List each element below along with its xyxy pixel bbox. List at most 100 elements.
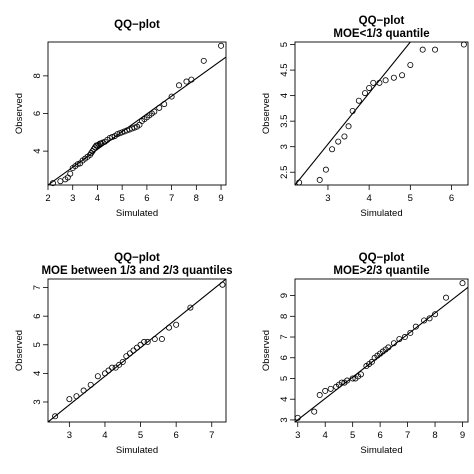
chart-3-data-point [126,350,133,357]
chart-1-y-tick-label: 4 [32,148,43,153]
chart-2-y-axis-label: Observed [261,93,272,134]
chart-2-data-point [399,72,406,79]
chart-4-y-tick-label: 6 [279,355,290,360]
chart-4-data-point [294,414,301,421]
chart-4-y-tick-label: 3 [279,417,290,422]
chart-3-y-tick-label: 6 [32,314,43,319]
chart-2-data-point [366,84,373,91]
chart-2-data-point [335,138,342,145]
chart-3-data-point [137,341,144,348]
chart-4-x-tick-label: 4 [323,430,328,441]
chart-2-x-axis-label: Simulated [360,208,402,219]
chart-3-data-point [144,338,151,345]
chart-2-data-point [355,97,362,104]
chart-1-data-point [151,108,158,115]
chart-3-y-tick-label: 7 [32,285,43,290]
chart-4-data-point [401,334,408,341]
chart-1-data-point [218,42,225,49]
chart-2-data-point [419,46,426,53]
chart-2-data-point [341,133,348,140]
chart-1-data-point [57,178,64,185]
chart-4-data-point [390,340,397,347]
chart-3-data-point [123,353,130,360]
chart-2-data-point [349,107,356,114]
chart-3-y-axis-label: Observed [14,330,25,371]
chart-1-data-point [200,57,207,64]
chart-4-plot-frame [294,278,469,423]
chart-2-y-tick-label: 5 [279,42,290,47]
chart-3-x-axis-label: Simulated [116,445,158,456]
chart-4-x-tick-label: 6 [377,430,382,441]
chart-1-data-point [67,170,74,177]
chart-4-x-tick-label: 3 [295,430,300,441]
chart-1-y-tick-label: 8 [32,73,43,78]
chart-2-y-tick-label: 3.5 [279,115,290,128]
chart-3-data-point [105,367,112,374]
chart-4-data-point [421,317,428,324]
chart-3-data-point [119,358,126,365]
chart-1-x-tick-label: 3 [70,193,75,204]
chart-2-data-point [329,146,336,153]
chart-4-data-point [396,336,403,343]
chart-2-y-tick-label: 3 [279,144,290,149]
chart-3-data-point [80,387,87,394]
chart-4-data-point [385,344,392,351]
chart-1: QQ−plot 2 3 4 5 6 7 8 9 4 6 8 Simulated Observed [14,19,227,219]
chart-3-data-point [141,338,148,345]
chart-2-x-tick-label: 4 [366,193,371,204]
chart-1-data-point [98,140,105,147]
chart-2-data-point [382,77,389,84]
chart-1-data-point [161,101,168,108]
chart-3-data-point [109,364,116,371]
chart-3-data-point [116,361,123,368]
chart-2-data-point [407,61,414,68]
chart-4-x-axis-label: Simulated [360,445,402,456]
chart-2-data-point [370,79,377,86]
chart-4-data-point [338,379,345,386]
chart-2-title: QQ−plot [359,15,405,27]
chart-4-data-point [322,387,329,394]
chart-4-data-point [432,311,439,318]
chart-1-reference-line [48,56,226,185]
chart-4-data-point [426,315,433,322]
chart-3-x-tick-label: 4 [102,430,107,441]
chart-1-data-point [183,78,190,85]
chart-4-x-tick-label: 7 [405,430,410,441]
chart-3-title: QQ−plot [114,252,160,264]
chart-1-x-axis-label: Simulated [116,208,158,219]
chart-3-y-tick-label: 5 [32,342,43,347]
chart-4-data-point [459,280,466,287]
chart-3-data-point [166,324,173,331]
chart-2-subtitle: MOE<1/3 quantile [333,28,429,40]
chart-3-x-tick-label: 5 [138,430,143,441]
chart-3-data-point [187,304,194,311]
chart-2-data-point [345,123,352,130]
chart-4-data-point [368,358,375,365]
chart-2-y-tick-label: 4.5 [279,63,290,76]
chart-4-x-tick-label: 9 [460,430,465,441]
chart-2-data-point [432,46,439,53]
chart-2-data-point [316,176,323,183]
chart-1-data-point [188,76,195,83]
chart-3-data-point [173,321,180,328]
chart-2-x-tick-label: 3 [325,193,330,204]
chart-3-data-point [130,347,137,354]
chart-4-data-point [357,371,364,378]
chart-4-data-point [344,377,351,384]
chart-4-subtitle: MOE>2/3 quantile [333,265,429,277]
chart-2-data-point [390,74,397,81]
chart-1-x-tick-label: 5 [120,193,125,204]
chart-1-x-tick-label: 4 [95,193,100,204]
chart-3-data-point [66,396,73,403]
chart-1-data-point [176,82,183,89]
chart-4-y-axis-label: Observed [261,330,272,371]
chart-1-x-tick-label: 7 [169,193,174,204]
chart-2-data-point [296,179,303,186]
chart-3-y-tick-label: 4 [32,371,43,376]
chart-1-x-tick-label: 9 [218,193,223,204]
chart-1-y-tick-label: 6 [32,111,43,116]
